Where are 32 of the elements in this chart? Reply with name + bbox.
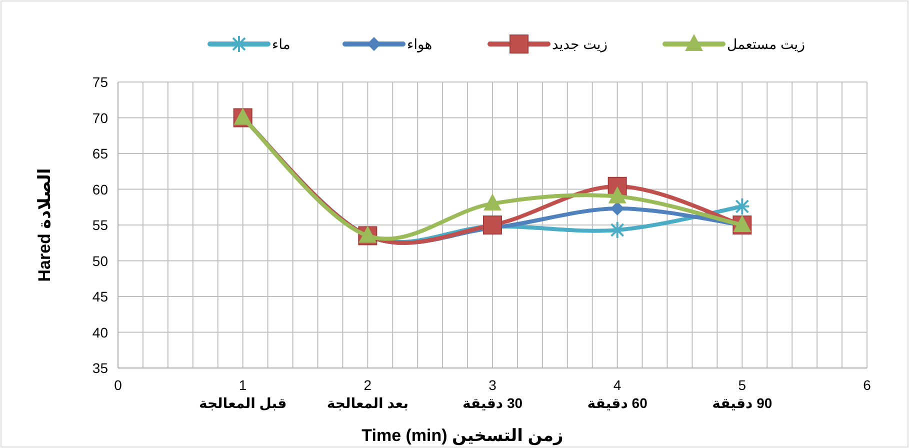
y-axis-title: Hared الصلادة [35,168,54,282]
y-tick-label: 65 [92,146,108,162]
x-tick-label: 6 [863,377,872,393]
text: 60 دقيقة [587,395,648,411]
text: 30 دقيقة [462,395,523,411]
text: قبل المعالجة [198,395,287,411]
point [609,221,626,240]
legend-label: زيت جديد [552,36,608,53]
y-tick-label: 35 [92,360,108,376]
x-tick-label: 5 [738,377,746,393]
text: بعد المعالجة [326,395,408,411]
x-tick-label: 1 [238,377,247,393]
text: 90 دقيقة [712,395,772,411]
x-axis-title: زمن التسخين Time (min) [362,426,564,446]
y-tick-label: 60 [92,181,108,198]
y-tick-label: 55 [92,217,108,233]
point [734,197,750,216]
y-tick-label: 40 [92,324,108,340]
x-tick-label: 0 [114,377,122,393]
legend-label: زيت مستعمل [727,36,805,53]
point [610,202,624,216]
legend-label: ماء [272,36,290,52]
y-tick-label: 45 [92,288,108,304]
x-tick-label: 3 [488,377,497,393]
x-tick-label: 4 [613,377,622,393]
y-tick-label: 70 [92,110,108,126]
point [608,186,626,204]
y-tick-label: 50 [92,252,108,269]
legend-label: هواء [407,36,432,53]
x-tick-label: 2 [364,377,372,393]
point [484,194,502,211]
y-tick-label: 75 [92,74,108,90]
